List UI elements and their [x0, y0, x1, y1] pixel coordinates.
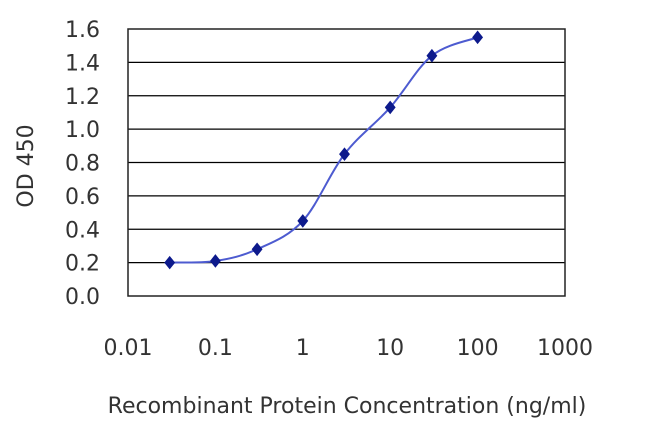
x-axis-title: Recombinant Protein Concentration (ng/ml…	[108, 394, 587, 419]
y-tick-label: 0.2	[65, 252, 100, 277]
plot-border	[127, 28, 566, 297]
data-point	[297, 214, 309, 228]
plot-area	[127, 28, 566, 297]
data-point	[164, 255, 176, 270]
y-tick-label: 1.2	[65, 85, 100, 110]
x-axis-ticks: 0.01 0.1 1 10 100 1000	[104, 336, 593, 361]
y-tick-label: 1.4	[65, 51, 100, 76]
series-line	[169, 36, 478, 264]
y-tick-label: 0.8	[65, 152, 100, 177]
y-tick-label: 0.4	[65, 218, 100, 243]
x-tick-label: 1000	[537, 336, 593, 361]
data-point	[384, 100, 396, 115]
x-tick-label: 100	[457, 336, 499, 361]
y-axis-title: OD 450	[14, 124, 39, 207]
x-tick-label: 0.01	[104, 336, 153, 361]
data-point	[426, 48, 438, 63]
y-tick-label: 0.0	[65, 285, 100, 310]
grid-lines	[128, 61, 565, 264]
y-tick-label: 1.6	[65, 18, 100, 43]
y-tick-label: 1.0	[65, 118, 100, 143]
series-layer	[164, 30, 484, 270]
x-tick-label: 10	[376, 336, 404, 361]
data-point	[472, 30, 484, 45]
data-point	[209, 254, 221, 268]
y-tick-label: 0.6	[65, 185, 100, 210]
x-tick-label: 1	[296, 336, 310, 361]
y-axis-ticks: 0.0 0.2 0.4 0.6 0.8 1.0 1.2 1.4 1.6	[65, 18, 100, 310]
x-tick-label: 0.1	[198, 336, 233, 361]
data-point	[339, 147, 350, 161]
data-point	[251, 242, 263, 257]
